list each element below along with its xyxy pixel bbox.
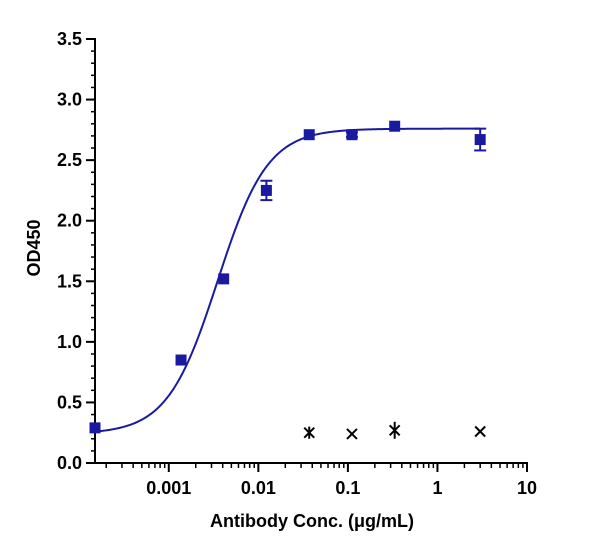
data-point-square — [218, 273, 230, 285]
data-point-x — [388, 424, 401, 436]
x-tick-label: 0.01 — [241, 478, 276, 498]
y-tick-label: 1.5 — [57, 271, 82, 291]
x-marker-stroke — [388, 424, 401, 436]
x-axis-label: Antibody Conc. (μg/mL) — [210, 511, 414, 531]
y-tick-label: 1.0 — [57, 332, 82, 352]
data-point-x — [346, 428, 358, 440]
data-point-square — [474, 134, 486, 146]
data-point-x — [474, 425, 486, 438]
y-tick-label: 2.0 — [57, 211, 82, 231]
y-tick-label: 3.0 — [57, 90, 82, 110]
x-marker-stroke — [303, 427, 315, 439]
data-marks — [89, 120, 487, 440]
y-tick-label: 0.5 — [57, 392, 82, 412]
x-tick-label: 0.1 — [335, 478, 360, 498]
fit-curve — [94, 127, 481, 433]
y-axis-label: OD450 — [24, 219, 44, 276]
data-point-square — [260, 184, 272, 196]
axes: 0.0 0.5 1.0 1.5 2.0 2.5 3.0 3.5 0.001 0.01 0.1 1 10 — [57, 29, 537, 498]
x-tick-label: 10 — [517, 478, 537, 498]
x-marker-stroke — [346, 428, 358, 440]
data-point-square — [346, 129, 358, 141]
data-point-square — [303, 129, 315, 141]
data-point-square — [175, 354, 187, 366]
data-point-x — [303, 427, 315, 439]
x-tick-label: 0.001 — [146, 478, 191, 498]
y-tick-label: 3.5 — [57, 29, 82, 49]
y-tick-label: 0.0 — [57, 453, 82, 473]
y-tick-label: 2.5 — [57, 150, 82, 170]
x-tick-label: 1 — [432, 478, 442, 498]
x-marker-stroke — [474, 425, 486, 438]
fit-curve-layer — [94, 127, 481, 433]
data-point-square — [389, 120, 401, 132]
data-point-square — [89, 422, 101, 434]
